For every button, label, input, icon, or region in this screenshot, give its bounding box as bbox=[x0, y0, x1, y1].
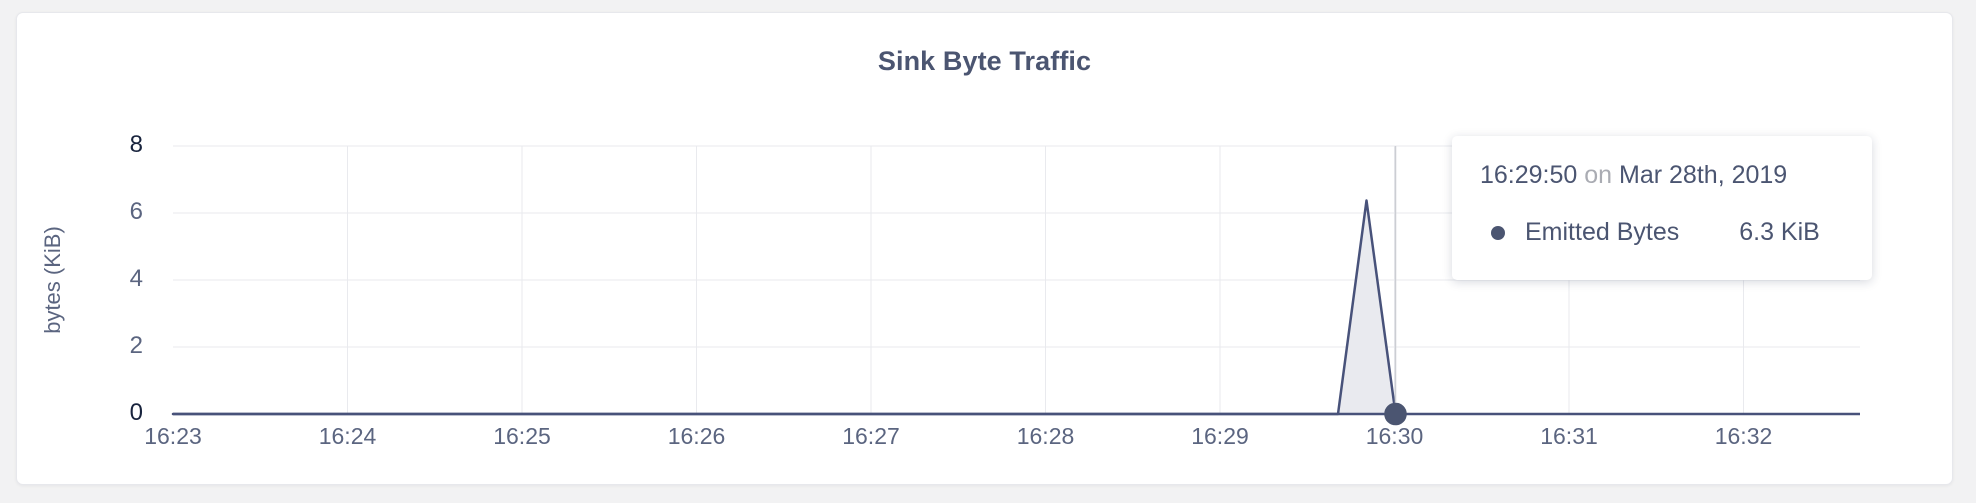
svg-text:bytes (KiB): bytes (KiB) bbox=[40, 226, 65, 334]
svg-text:16:28: 16:28 bbox=[1017, 423, 1075, 449]
svg-text:16:27: 16:27 bbox=[842, 423, 900, 449]
svg-text:6: 6 bbox=[130, 198, 143, 225]
svg-text:16:30: 16:30 bbox=[1366, 423, 1424, 449]
svg-text:16:23: 16:23 bbox=[144, 423, 202, 449]
svg-text:8: 8 bbox=[130, 131, 143, 158]
svg-text:16:26: 16:26 bbox=[668, 423, 726, 449]
svg-text:4: 4 bbox=[130, 265, 143, 292]
svg-text:16:24: 16:24 bbox=[319, 423, 377, 449]
svg-text:16:32: 16:32 bbox=[1715, 423, 1773, 449]
svg-text:16:29: 16:29 bbox=[1191, 423, 1249, 449]
svg-text:16:31: 16:31 bbox=[1540, 423, 1598, 449]
svg-text:0: 0 bbox=[130, 399, 143, 426]
svg-text:2: 2 bbox=[130, 332, 143, 359]
svg-text:16:25: 16:25 bbox=[493, 423, 551, 449]
